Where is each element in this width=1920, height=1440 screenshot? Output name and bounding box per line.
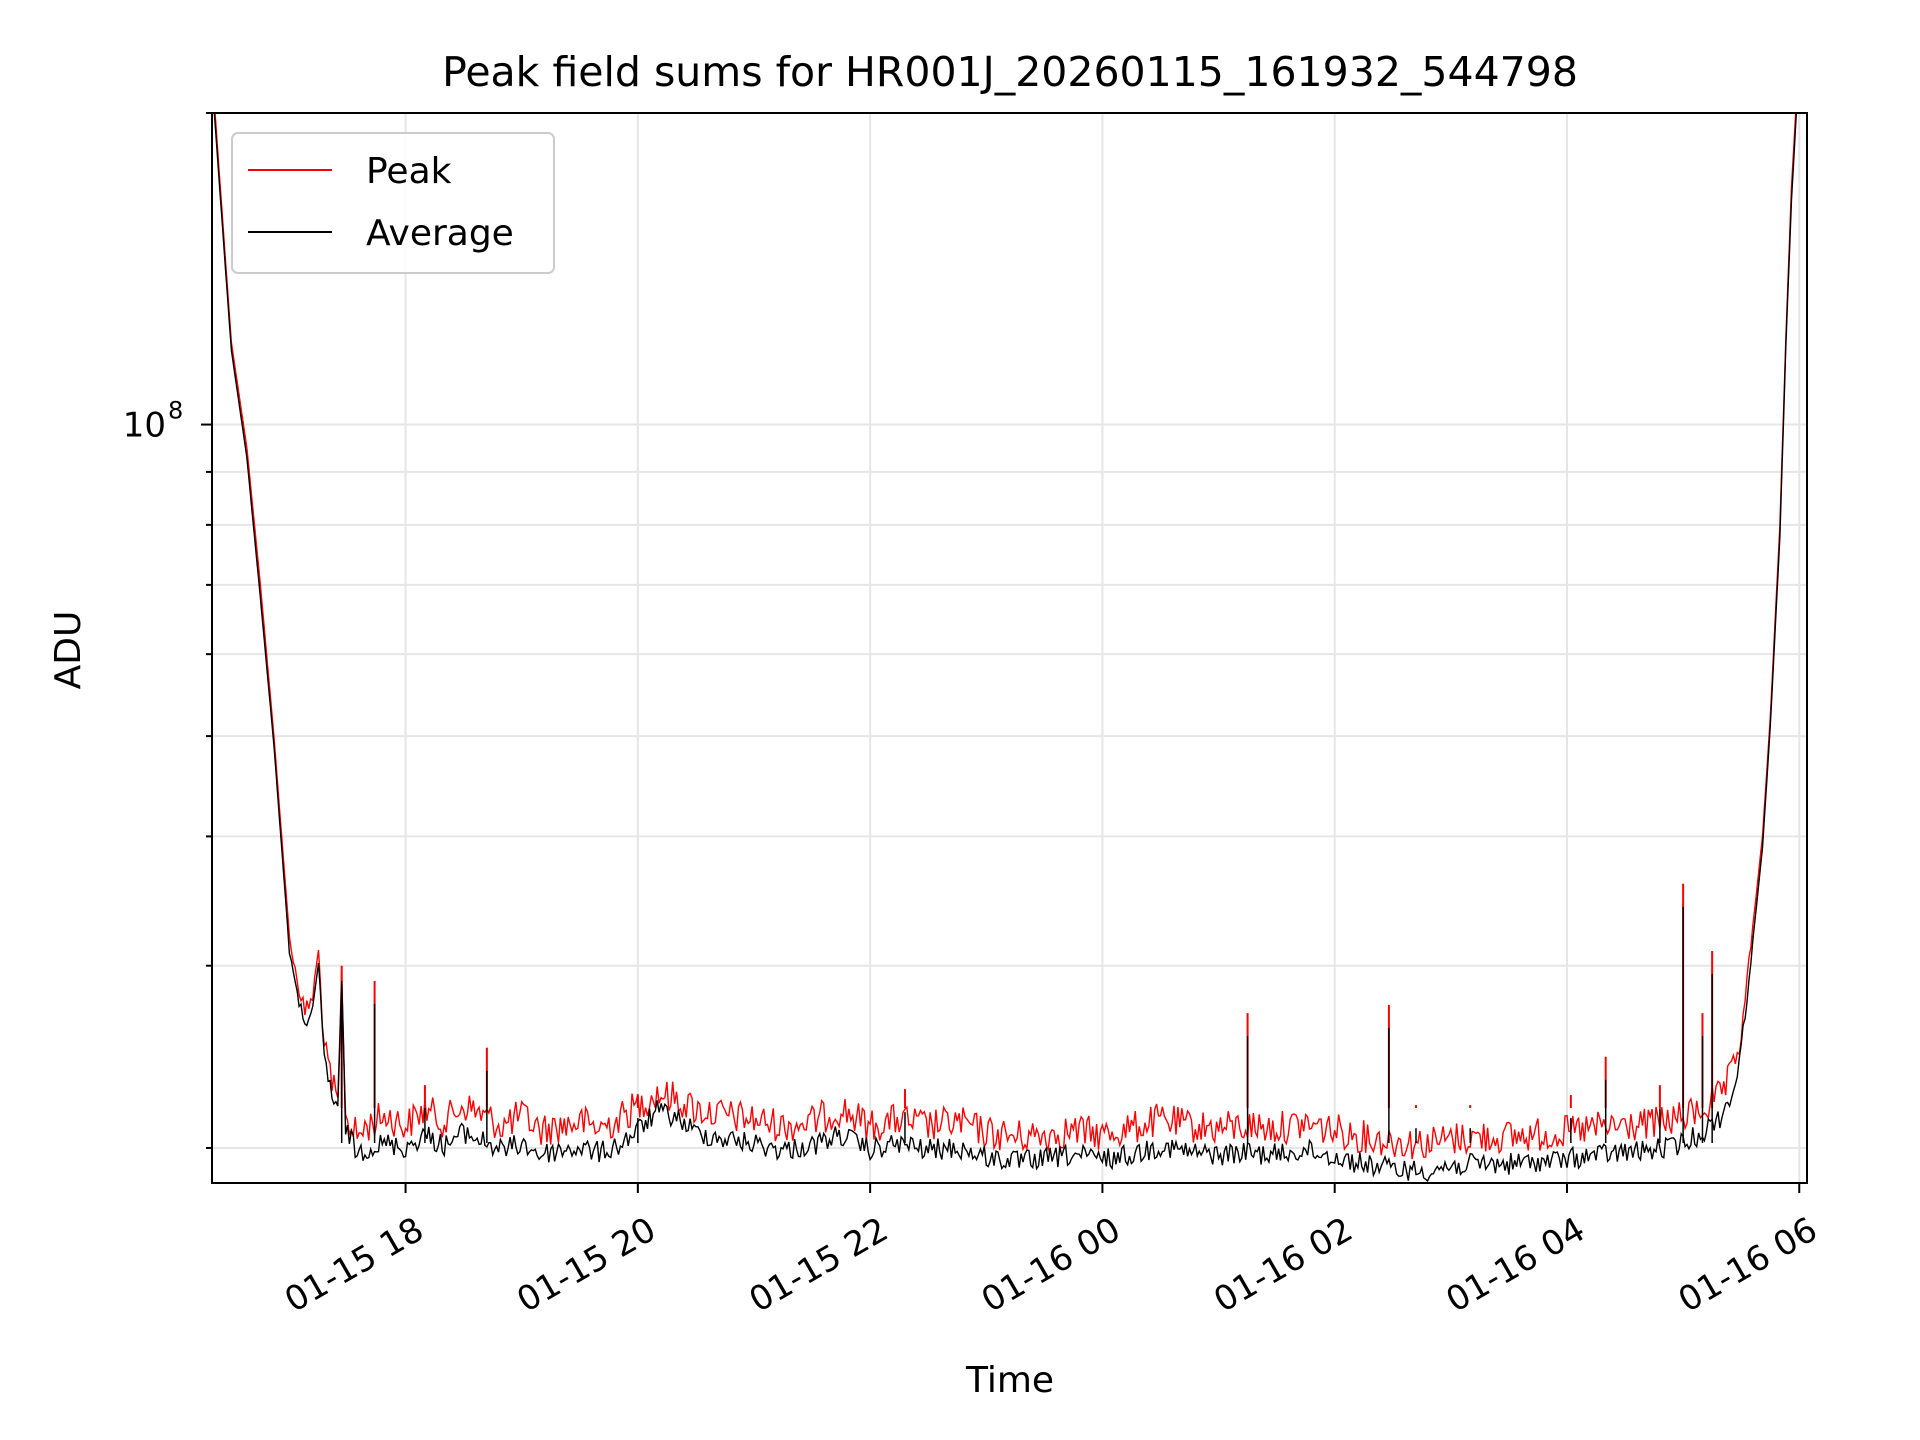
series-line-average bbox=[213, 113, 1798, 1183]
legend-label-peak: Peak bbox=[366, 151, 452, 192]
chart-title: Peak field sums for HR001J_20260115_1619… bbox=[442, 48, 1578, 96]
legend: Peak Average bbox=[231, 132, 555, 274]
grid-layer bbox=[212, 112, 1807, 1183]
y-axis-label: ADU bbox=[48, 611, 89, 690]
x-axis-label: Time bbox=[965, 1360, 1054, 1401]
series-layer bbox=[213, 113, 1798, 1183]
y-tick-label-base: 10 bbox=[123, 406, 166, 446]
legend-box bbox=[231, 132, 555, 274]
plot-frame bbox=[211, 112, 1808, 1184]
legend-label-average: Average bbox=[366, 213, 514, 254]
series-line-peak bbox=[214, 113, 1797, 1160]
y-tick-label-exponent: 8 bbox=[168, 397, 183, 425]
